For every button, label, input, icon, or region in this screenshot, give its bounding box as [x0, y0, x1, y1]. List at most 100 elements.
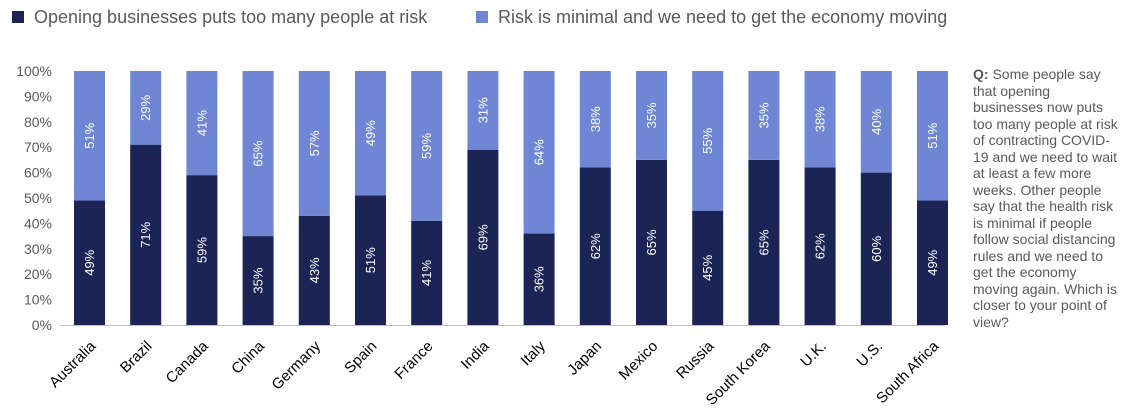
data-label-opening-risk: 60% [869, 235, 884, 261]
data-label-opening-risk: 43% [307, 257, 322, 283]
data-label-risk-minimal: 51% [925, 122, 940, 148]
y-tick-label: 30% [24, 241, 52, 257]
bar-segment-opening-risk [130, 144, 162, 325]
bar-segment-risk-minimal [579, 71, 611, 168]
data-label-opening-risk: 36% [532, 266, 547, 292]
data-label-risk-minimal: 35% [644, 102, 659, 128]
bar-segment-risk-minimal [804, 71, 836, 168]
x-tick-label: U.K. [797, 338, 830, 371]
x-tick-label: Canada [163, 337, 213, 387]
data-label-opening-risk: 62% [588, 233, 603, 259]
data-label-opening-risk: 49% [925, 249, 940, 275]
data-label-opening-risk: 65% [756, 229, 771, 255]
bar-segment-risk-minimal [636, 71, 667, 160]
y-tick-label: 100% [16, 63, 52, 79]
question-prefix: Q: [973, 66, 989, 82]
legend-label-risk-minimal: Risk is minimal and we need to get the e… [498, 7, 947, 27]
legend-swatch-opening-risk [12, 11, 24, 23]
data-label-risk-minimal: 38% [813, 106, 828, 132]
x-tick-label: Australia [46, 337, 100, 391]
data-label-risk-minimal: 49% [363, 120, 378, 146]
legend: Opening businesses puts too many people … [12, 7, 947, 27]
bars: 49% 51% 71% 29% 59% 41% 35% 65% 43% 57% 51% 49% 41% 5… [74, 71, 948, 325]
data-label-risk-minimal: 31% [475, 97, 490, 123]
data-label-risk-minimal: 29% [138, 94, 153, 120]
data-label-risk-minimal: 59% [419, 132, 434, 158]
data-label-risk-minimal: 65% [251, 140, 266, 166]
y-tick-label: 90% [24, 88, 52, 104]
bar-segment-opening-risk [692, 210, 724, 325]
bar-segment-opening-risk [242, 236, 274, 325]
bar-segment-risk-minimal [298, 71, 330, 216]
bar-segment-risk-minimal [748, 71, 780, 160]
bar-segment-opening-risk [804, 167, 836, 325]
y-tick-label: 20% [24, 266, 52, 282]
bar-segment-opening-risk [579, 167, 611, 325]
bar-segment-risk-minimal [467, 71, 499, 150]
y-axis: 0% 10% 20% 30% 40% 50% 60% 70% 80% 90% 100% [16, 63, 52, 333]
bar-segment-opening-risk [523, 233, 555, 325]
data-label-opening-risk: 69% [475, 224, 490, 250]
bar-segment-risk-minimal [74, 71, 105, 201]
y-tick-label: 40% [24, 215, 52, 231]
x-tick-label: China [228, 337, 268, 377]
bar-segment-opening-risk [298, 215, 330, 325]
y-tick-label: 50% [24, 190, 52, 206]
bar-segment-opening-risk [186, 175, 218, 325]
bar-segment-risk-minimal [411, 71, 443, 221]
data-label-opening-risk: 41% [419, 259, 434, 285]
x-tick-label: India [458, 337, 493, 372]
x-tick-label: Spain [341, 338, 380, 377]
bar-segment-opening-risk [355, 195, 386, 325]
bar-segment-risk-minimal [130, 71, 162, 145]
data-label-opening-risk: 62% [813, 233, 828, 259]
bar-segment-opening-risk [636, 159, 667, 325]
x-tick-label: Brazil [117, 338, 156, 377]
x-tick-label: Japan [564, 338, 605, 379]
data-label-risk-minimal: 38% [588, 106, 603, 132]
bar-segment-opening-risk [748, 159, 780, 325]
bar-segment-risk-minimal [860, 71, 892, 173]
question-body: Some people say that opening businesses … [973, 66, 1118, 330]
x-tick-label: Italy [517, 337, 549, 369]
data-label-risk-minimal: 51% [82, 122, 97, 148]
bar-segment-opening-risk [860, 172, 892, 325]
data-label-opening-risk: 45% [700, 254, 715, 280]
bar-segment-opening-risk [411, 220, 443, 325]
x-tick-label: Russia [673, 337, 718, 382]
data-label-opening-risk: 59% [194, 237, 209, 263]
data-label-risk-minimal: 40% [869, 108, 884, 134]
y-tick-label: 70% [24, 139, 52, 155]
bar-segment-risk-minimal [692, 71, 724, 211]
x-tick-label: France [391, 338, 436, 383]
data-label-risk-minimal: 64% [532, 139, 547, 165]
data-label-opening-risk: 71% [138, 221, 153, 247]
data-label-risk-minimal: 41% [194, 110, 209, 136]
y-tick-label: 60% [24, 165, 52, 181]
bar-segment-opening-risk [917, 200, 948, 325]
x-axis: Australia Brazil Canada China Germany Spain Fr… [46, 337, 943, 408]
legend-swatch-risk-minimal [476, 11, 488, 23]
bar-segment-opening-risk [467, 149, 499, 325]
bar-segment-opening-risk [74, 200, 105, 325]
question-text-block: Q: Some people say that opening business… [973, 66, 1119, 330]
data-label-opening-risk: 49% [82, 249, 97, 275]
bar-segment-risk-minimal [917, 71, 948, 201]
data-label-risk-minimal: 55% [700, 127, 715, 153]
data-label-risk-minimal: 57% [307, 130, 322, 156]
bar-segment-risk-minimal [242, 71, 274, 237]
bar-segment-risk-minimal [355, 71, 386, 196]
x-tick-label: Germany [268, 337, 324, 393]
bar-segment-risk-minimal [186, 71, 218, 176]
y-tick-label: 80% [24, 114, 52, 130]
data-label-opening-risk: 65% [644, 229, 659, 255]
y-tick-label: 0% [32, 317, 52, 333]
data-label-risk-minimal: 35% [756, 102, 771, 128]
x-tick-label: Mexico [616, 338, 662, 384]
data-label-opening-risk: 51% [363, 247, 378, 273]
x-tick-label: U.S. [853, 338, 886, 371]
y-tick-label: 10% [24, 292, 52, 308]
data-label-opening-risk: 35% [251, 267, 266, 293]
legend-label-opening-risk: Opening businesses puts too many people … [34, 7, 428, 27]
